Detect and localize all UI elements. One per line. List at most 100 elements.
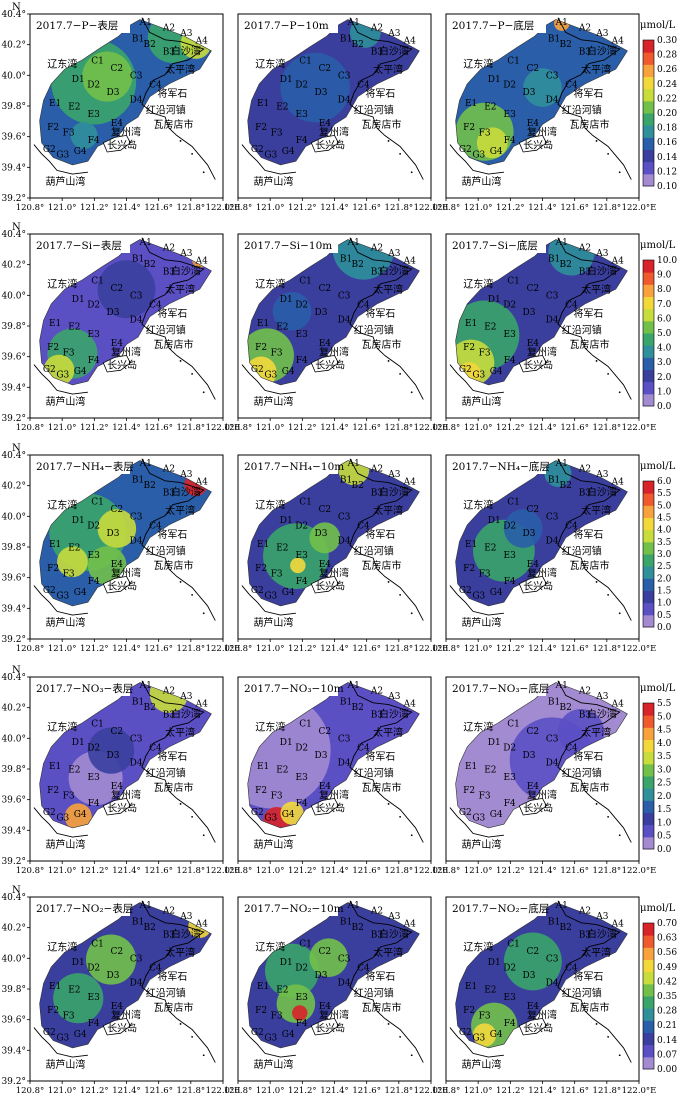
station-label: E2 bbox=[68, 986, 80, 996]
place-name: 长兴岛 bbox=[107, 579, 137, 592]
station-label: F2 bbox=[463, 343, 475, 353]
place-name: 红沿河镇 bbox=[146, 766, 186, 779]
basin-outline bbox=[39, 902, 212, 1049]
station-label: E1 bbox=[49, 982, 61, 992]
station-label: C4 bbox=[149, 522, 162, 532]
place-name: 复州湾 bbox=[527, 1008, 557, 1021]
island-dot bbox=[191, 815, 194, 818]
x-tick-label: 121.8° bbox=[385, 644, 414, 654]
x-tick-label: 121.4° bbox=[112, 423, 141, 433]
station-label: E4 bbox=[111, 1002, 124, 1012]
colorbar-swatch bbox=[643, 947, 654, 960]
x-tick-label: 121.4° bbox=[320, 644, 349, 654]
island-dot bbox=[364, 782, 367, 785]
station-label: D2 bbox=[503, 964, 516, 974]
station-label: F4 bbox=[88, 799, 100, 809]
station-label: E2 bbox=[276, 103, 288, 113]
station-label: D1 bbox=[280, 516, 293, 526]
station-label: C2 bbox=[319, 727, 332, 737]
station-label: D2 bbox=[87, 964, 100, 974]
colorbar-swatch bbox=[643, 137, 654, 150]
island-dot bbox=[572, 560, 575, 563]
station-label: B1 bbox=[340, 35, 352, 45]
place-name: 瓦房店市 bbox=[154, 118, 194, 131]
x-tick-label: 121.0° bbox=[256, 1086, 285, 1096]
place-name: 红沿河镇 bbox=[146, 986, 186, 999]
place-name: 长兴岛 bbox=[107, 801, 137, 814]
x-tick-label: 121.0° bbox=[464, 423, 493, 433]
station-label: D3 bbox=[523, 529, 536, 539]
station-label: F4 bbox=[296, 799, 308, 809]
station-label: D4 bbox=[546, 536, 559, 546]
station-label: C1 bbox=[299, 57, 312, 67]
station-label: A2 bbox=[578, 465, 591, 475]
colorbar-swatch bbox=[643, 381, 654, 395]
station-label: C2 bbox=[319, 284, 332, 294]
station-label: C2 bbox=[111, 505, 124, 515]
basin-outline bbox=[247, 19, 420, 166]
station-label: E4 bbox=[319, 119, 332, 129]
station-label: D1 bbox=[280, 295, 293, 305]
colorbar-tick-label: 2.0 bbox=[657, 574, 672, 584]
place-name: 太平湾 bbox=[165, 504, 195, 517]
place-name: 将军石 bbox=[573, 529, 603, 541]
x-tick-label: 121.8° bbox=[385, 1086, 414, 1096]
colorbar-swatch bbox=[643, 824, 654, 838]
station-label: E2 bbox=[68, 766, 80, 776]
island-dot bbox=[156, 119, 159, 122]
place-name: 红沿河镇 bbox=[562, 323, 602, 336]
place-name: 太平湾 bbox=[581, 504, 611, 517]
island-dot bbox=[572, 119, 575, 122]
coastline bbox=[349, 237, 424, 400]
station-label: A2 bbox=[162, 244, 175, 254]
colorbar-swatch bbox=[643, 320, 654, 334]
station-label: G2 bbox=[459, 1028, 472, 1038]
station-label: A3 bbox=[595, 29, 608, 39]
colorbar-tick-label: 0.12 bbox=[657, 167, 677, 177]
station-label: E2 bbox=[276, 544, 288, 554]
basin-outline bbox=[247, 682, 420, 829]
station-label: G2 bbox=[251, 365, 264, 375]
station-label: D1 bbox=[488, 295, 501, 305]
coastline-west bbox=[241, 144, 296, 175]
colorbar: μmol/L 6.0 5.5 5.0 4.5 4.0 3.5 3.0 2.5 2.0 1.5 1.0 0… bbox=[640, 461, 676, 633]
station-label: D2 bbox=[295, 522, 308, 532]
island-dot bbox=[607, 152, 610, 155]
station-label: E1 bbox=[465, 319, 477, 329]
station-label: D4 bbox=[546, 978, 559, 988]
x-tick-label: 122.0°E bbox=[206, 644, 241, 654]
station-label: C4 bbox=[565, 81, 578, 91]
station-label: A3 bbox=[387, 470, 400, 480]
place-name: 将军石 bbox=[157, 88, 187, 100]
place-name: 白沙湾 bbox=[379, 264, 409, 277]
x-tick-label: 121.0° bbox=[48, 423, 77, 433]
station-label: D4 bbox=[546, 95, 559, 105]
station-label: G2 bbox=[251, 808, 264, 818]
x-tick-label: 121.8° bbox=[593, 203, 622, 213]
x-tick-label: 121.2° bbox=[288, 1086, 317, 1096]
station-label: C1 bbox=[507, 720, 520, 730]
station-label: F3 bbox=[63, 569, 75, 579]
y-tick-label: 40.4° bbox=[1, 893, 26, 903]
island-dot bbox=[156, 560, 159, 563]
panel-title: 2017.7−Si−10m bbox=[244, 240, 332, 252]
colorbar-frame bbox=[642, 39, 655, 187]
colorbar-tick-label: 0.24 bbox=[657, 80, 677, 90]
station-label: A2 bbox=[578, 24, 591, 34]
station-label: B2 bbox=[559, 923, 571, 933]
station-label: B3 bbox=[163, 267, 176, 277]
station-label: B1 bbox=[340, 255, 352, 265]
station-label: D1 bbox=[280, 958, 293, 968]
colorbar-tick-label: 0.07 bbox=[657, 1050, 677, 1060]
y-tick-label: 39.6° bbox=[1, 133, 26, 143]
colorbar-tick-label: 0.5 bbox=[657, 611, 672, 621]
station-label: A3 bbox=[387, 692, 400, 702]
station-label: B1 bbox=[340, 918, 352, 928]
island-dot bbox=[595, 360, 598, 362]
station-label: F2 bbox=[463, 123, 475, 133]
station-label: D4 bbox=[546, 315, 559, 325]
x-tick-label: 121.4° bbox=[528, 1086, 557, 1096]
island-dot bbox=[410, 171, 413, 174]
colorbar-tick-label: 1.0 bbox=[657, 599, 672, 609]
x-tick-label: 121.6° bbox=[144, 423, 173, 433]
